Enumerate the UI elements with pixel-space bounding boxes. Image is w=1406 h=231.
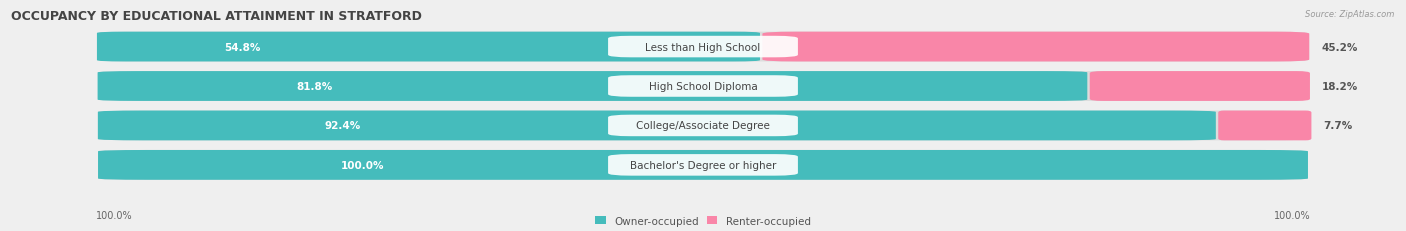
FancyBboxPatch shape bbox=[762, 33, 1309, 62]
FancyBboxPatch shape bbox=[97, 33, 761, 62]
FancyBboxPatch shape bbox=[98, 72, 1308, 101]
Text: 7.7%: 7.7% bbox=[1323, 121, 1353, 131]
FancyBboxPatch shape bbox=[98, 150, 1308, 180]
Text: OCCUPANCY BY EDUCATIONAL ATTAINMENT IN STRATFORD: OCCUPANCY BY EDUCATIONAL ATTAINMENT IN S… bbox=[11, 10, 422, 23]
FancyBboxPatch shape bbox=[97, 72, 1087, 101]
Text: 18.2%: 18.2% bbox=[1322, 82, 1358, 92]
FancyBboxPatch shape bbox=[98, 150, 1308, 180]
FancyBboxPatch shape bbox=[609, 76, 799, 97]
Text: 45.2%: 45.2% bbox=[1322, 42, 1358, 52]
Text: 100.0%: 100.0% bbox=[1274, 210, 1310, 220]
Text: College/Associate Degree: College/Associate Degree bbox=[636, 121, 770, 131]
Text: 81.8%: 81.8% bbox=[297, 82, 332, 92]
Text: 54.8%: 54.8% bbox=[224, 42, 260, 52]
FancyBboxPatch shape bbox=[1090, 72, 1310, 101]
FancyBboxPatch shape bbox=[609, 37, 799, 58]
Text: Source: ZipAtlas.com: Source: ZipAtlas.com bbox=[1305, 10, 1395, 19]
FancyBboxPatch shape bbox=[98, 33, 1308, 62]
Text: 92.4%: 92.4% bbox=[325, 121, 361, 131]
FancyBboxPatch shape bbox=[98, 111, 1308, 141]
Text: 100.0%: 100.0% bbox=[342, 160, 385, 170]
FancyBboxPatch shape bbox=[1218, 111, 1312, 141]
Legend: Owner-occupied, Renter-occupied: Owner-occupied, Renter-occupied bbox=[595, 216, 811, 226]
FancyBboxPatch shape bbox=[609, 155, 799, 176]
Text: Bachelor's Degree or higher: Bachelor's Degree or higher bbox=[630, 160, 776, 170]
Text: High School Diploma: High School Diploma bbox=[648, 82, 758, 92]
FancyBboxPatch shape bbox=[98, 111, 1216, 141]
Text: 100.0%: 100.0% bbox=[96, 210, 132, 220]
FancyBboxPatch shape bbox=[609, 115, 799, 137]
Text: Less than High School: Less than High School bbox=[645, 42, 761, 52]
